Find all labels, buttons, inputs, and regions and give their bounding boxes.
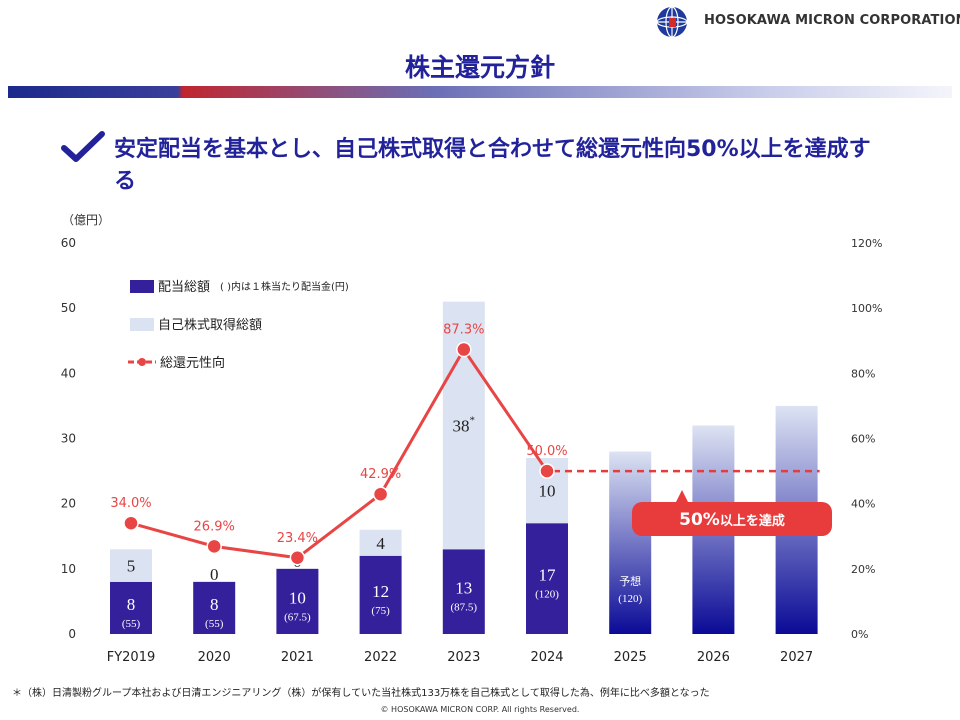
payout-point — [206, 538, 222, 555]
bar-dividend — [526, 523, 568, 634]
y-tick-label: 30 — [61, 432, 76, 446]
x-tick-label: 2020 — [198, 650, 231, 665]
x-axis: FY2019 2020 2021 2022 2023 2024 2025 2026 2027 — [107, 650, 813, 665]
x-tick-label: 2023 — [447, 650, 480, 665]
page-title: 株主還元方針 — [404, 53, 555, 82]
y2-tick-label: 120% — [851, 237, 882, 250]
bar-dividend — [110, 581, 152, 634]
payout-value-label: 23.4% — [277, 531, 318, 546]
payout-point — [372, 486, 389, 502]
legend-label-payout: 総還元性向 — [160, 355, 225, 371]
y-tick-label: 40 — [61, 366, 76, 380]
buyback-value-label: 4 — [376, 534, 385, 553]
target-badge: 50%以上を達成 — [632, 490, 832, 536]
target-badge-value: 50% — [679, 510, 720, 530]
bar-buyback — [110, 549, 152, 582]
checkmark-icon — [61, 131, 105, 162]
y2-tick-label: 20% — [851, 563, 875, 576]
payout-value-label: 42.9% — [360, 467, 401, 482]
dividend-value-label: 8 — [127, 595, 136, 614]
chart-legend: 配当総額 ( )内は１株当たり配当金(円) 自己株式取得総額 総還元性向 — [128, 280, 349, 371]
target-badge-box — [632, 502, 832, 536]
headline: 安定配当を基本とし、自己株式取得と合わせて総還元性向50%以上を達成する — [114, 137, 871, 194]
company-name: HOSOKAWA MICRON CORPORATION — [704, 13, 960, 28]
buyback-value-label: 38* — [453, 414, 476, 435]
legend-label-dividend: 配当総額 — [158, 280, 210, 295]
y2-tick-label: 0% — [851, 628, 868, 641]
payout-value-label: 34.0% — [110, 496, 151, 511]
legend-swatch-dividend — [130, 280, 154, 293]
y2-tick-label: 60% — [851, 433, 875, 446]
buyback-star-mark: * — [470, 414, 476, 426]
x-tick-label: 2027 — [780, 650, 813, 665]
dividend-value-label: 12 — [372, 582, 389, 601]
dividend-value-label: 13 — [455, 579, 472, 598]
legend-note-dividend: ( )内は１株当たり配当金(円) — [220, 280, 349, 293]
footnote: ＊（株）日清製粉グループ本社および日清エンジニアリング（株）が保有していた当社株… — [12, 688, 710, 699]
bar-dividend — [193, 581, 236, 634]
buyback-value-label: 5 — [127, 557, 136, 576]
dividend-value-label: 17 — [539, 566, 557, 585]
payout-value-label: 26.9% — [194, 519, 235, 534]
target-badge-suffix: 以上を達成 — [720, 513, 785, 529]
bar-forecast — [609, 451, 652, 634]
forecast-dividend-label: (120) — [618, 593, 642, 605]
y2-tick-label: 80% — [851, 367, 875, 380]
x-tick-label: 2021 — [281, 650, 314, 665]
y-unit-label: （億円） — [62, 213, 110, 227]
target-badge-label: 50%以上を達成 — [679, 510, 785, 530]
y-tick-label: 10 — [61, 562, 76, 576]
y-axis-right: 0% 20% 40% 60% 80% 100% 120% — [851, 237, 882, 641]
legend-swatch-buyback — [130, 318, 154, 331]
y2-tick-label: 40% — [851, 498, 875, 511]
payout-point — [289, 550, 306, 566]
payout-point — [539, 463, 555, 479]
title-underline-bar — [8, 86, 952, 98]
target-badge-pointer — [676, 490, 688, 502]
x-tick-label: 2022 — [364, 650, 397, 665]
y-tick-label: 0 — [68, 627, 76, 641]
payout-point — [123, 515, 139, 531]
y2-tick-label: 100% — [851, 302, 882, 315]
bar-dividend — [359, 555, 402, 634]
payout-ratio-line: 34.0% 26.9% 23.4% 42.9% 87.3% 50.0% — [110, 323, 568, 566]
y-axis-left: 0 10 20 30 40 50 60 — [61, 236, 76, 641]
bar-dividend — [442, 549, 485, 634]
buyback-value-label: 10 — [539, 482, 556, 501]
copyright: © HOSOKAWA MICRON CORP. All rights Reser… — [380, 705, 580, 714]
bar-dividend — [276, 568, 319, 634]
y-tick-label: 60 — [61, 236, 76, 250]
dividend-per-share-label: (87.5) — [451, 602, 478, 614]
bar-buyback — [359, 529, 402, 556]
legend-label-buyback: 自己株式取得総額 — [158, 317, 262, 333]
forecast-label: 予想 — [619, 574, 641, 588]
x-tick-label: FY2019 — [107, 650, 156, 665]
dividend-value-label: 10 — [289, 588, 306, 607]
dividend-per-share-label: (75) — [371, 605, 390, 617]
company-logo — [656, 6, 688, 38]
dividend-per-share-label: (120) — [535, 589, 559, 601]
payout-value-label: 87.3% — [443, 323, 484, 338]
payout-line-path — [130, 346, 549, 560]
dividend-per-share-label: (55) — [122, 618, 141, 630]
dividend-per-share-label: (67.5) — [284, 611, 311, 623]
x-tick-label: 2024 — [530, 650, 563, 665]
y-tick-label: 50 — [61, 301, 76, 315]
payout-point — [456, 341, 472, 358]
x-tick-label: 2026 — [697, 650, 730, 665]
dividend-value-label: 8 — [210, 595, 219, 614]
y-tick-label: 20 — [61, 497, 76, 511]
dividend-per-share-label: (55) — [205, 618, 224, 630]
buyback-value-label: 0 — [210, 565, 219, 584]
x-tick-label: 2025 — [614, 650, 647, 665]
payout-value-label: 50.0% — [526, 444, 567, 459]
